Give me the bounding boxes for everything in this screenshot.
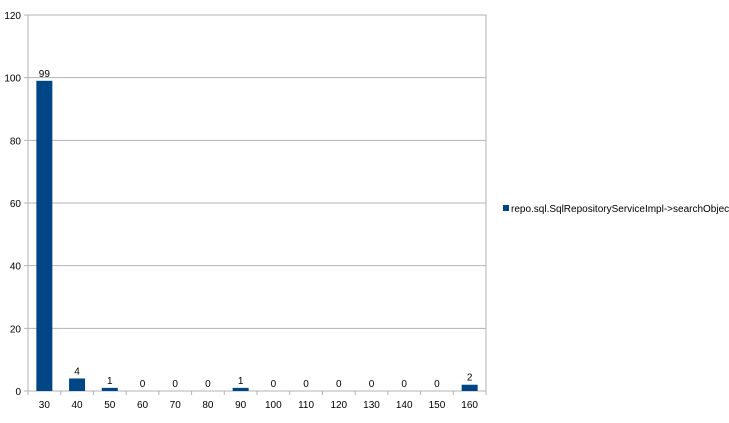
data-label: 4	[74, 366, 80, 377]
x-tick-label: 130	[363, 400, 380, 411]
data-label: 99	[39, 69, 51, 80]
x-tick-label: 150	[429, 400, 446, 411]
x-tick-label: 40	[72, 400, 84, 411]
x-tick-label: 60	[137, 400, 149, 411]
bar	[232, 387, 249, 391]
x-tick-label: 160	[461, 400, 478, 411]
bar	[36, 80, 53, 392]
x-tick-label: 50	[104, 400, 116, 411]
bar	[101, 387, 118, 391]
x-tick-label: 30	[39, 400, 51, 411]
y-tick-label: 120	[4, 11, 21, 22]
legend-swatch	[503, 205, 509, 211]
data-label: 0	[434, 379, 440, 390]
y-tick-label: 0	[15, 387, 21, 398]
data-label: 0	[140, 379, 146, 390]
y-tick-label: 80	[10, 136, 22, 147]
x-tick-label: 110	[298, 400, 314, 411]
x-tick-label: 100	[265, 400, 282, 411]
y-tick-label: 60	[10, 199, 22, 210]
x-tick-label: 120	[330, 400, 347, 411]
data-label: 1	[107, 376, 113, 387]
y-tick-label: 20	[10, 324, 22, 335]
data-label: 1	[238, 376, 244, 387]
data-label: 0	[401, 379, 407, 390]
x-tick-label: 90	[235, 400, 247, 411]
x-tick-label: 70	[170, 400, 182, 411]
data-label: 0	[271, 379, 277, 390]
bar	[461, 384, 478, 391]
data-label: 0	[336, 379, 342, 390]
x-tick-label: 80	[202, 400, 214, 411]
data-label: 0	[205, 379, 211, 390]
bar	[69, 378, 86, 391]
legend-label: repo.sql.SqlRepositoryServiceImpl->searc…	[511, 204, 729, 215]
data-label: 0	[369, 379, 375, 390]
data-label: 0	[303, 379, 309, 390]
x-tick-label: 140	[396, 400, 413, 411]
data-label: 0	[172, 379, 178, 390]
data-label: 2	[467, 373, 473, 384]
y-tick-label: 100	[4, 74, 21, 85]
y-tick-label: 40	[10, 262, 22, 273]
